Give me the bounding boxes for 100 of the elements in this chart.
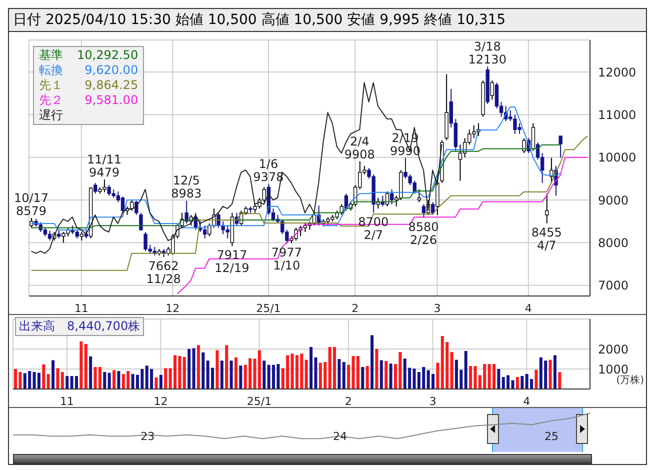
bar	[332, 347, 336, 389]
candlestick	[550, 157, 554, 184]
text: 先１	[39, 78, 63, 93]
x-tick-label: 12	[154, 394, 168, 408]
bar	[112, 370, 116, 389]
bar	[558, 372, 562, 389]
bar	[108, 372, 111, 389]
bar	[304, 360, 308, 389]
bar	[239, 366, 242, 389]
annotation: 出来高 8,440,700株	[15, 317, 144, 336]
bar	[37, 372, 40, 389]
x-tick-label: 25/1	[256, 302, 281, 315]
bar	[216, 350, 219, 389]
bar	[347, 364, 350, 389]
text: 先２	[39, 93, 63, 108]
bar	[511, 380, 514, 389]
annotation: 9,620.00	[84, 63, 138, 78]
bar	[98, 367, 102, 389]
bar	[262, 360, 266, 389]
y-axis-title: (万株)	[616, 374, 644, 387]
bar	[469, 366, 472, 389]
annotation: 9,581.00	[84, 93, 138, 108]
bar	[356, 356, 360, 389]
bar	[117, 371, 120, 389]
candlestick	[390, 188, 394, 205]
x-tick-label: 23	[140, 430, 155, 443]
candlestick	[184, 200, 188, 224]
x-tick-label: 2	[352, 302, 359, 315]
bar	[234, 357, 238, 389]
annotation: 12/5 8983	[171, 174, 202, 201]
bar	[154, 377, 158, 389]
bar	[338, 359, 341, 389]
text: 転換	[39, 63, 63, 78]
bar	[389, 364, 392, 389]
bar	[80, 341, 83, 389]
bar	[84, 344, 88, 389]
bar	[548, 360, 552, 389]
y-tick-label: 7000	[598, 278, 629, 293]
annotation: 8455 4/7	[531, 225, 562, 252]
y-tick-label: 2000	[598, 342, 629, 356]
bar	[380, 360, 383, 389]
bar	[60, 372, 64, 389]
bar	[220, 360, 224, 389]
annotation: 11/11 9479	[86, 152, 122, 180]
x-tick-label: 25	[544, 430, 559, 443]
candlestick	[94, 182, 98, 194]
annotation: 3/18 12130	[468, 39, 506, 66]
bar	[225, 345, 228, 389]
x-tick-label: 12	[166, 302, 180, 315]
x-tick-label: 3	[434, 302, 441, 315]
bar	[497, 369, 500, 389]
bar	[258, 350, 261, 389]
bar	[188, 349, 191, 389]
bar	[66, 376, 69, 389]
candlestick	[134, 200, 138, 216]
y-tick-label: 9000	[598, 193, 629, 208]
annotation: 8580 2/26	[408, 220, 439, 247]
bar	[375, 349, 378, 389]
y-tick-label: 12000	[598, 65, 636, 80]
bar	[196, 345, 200, 389]
bar	[46, 374, 50, 389]
y-tick-label: 1000	[598, 362, 629, 376]
candlestick	[120, 196, 125, 213]
bar	[164, 368, 168, 389]
y-tick-label: 11000	[598, 108, 636, 122]
candlestick	[202, 225, 207, 239]
text: 基準	[39, 48, 63, 63]
bar	[366, 366, 369, 389]
candlestick	[531, 122, 536, 152]
x-tick-label: 25/1	[246, 394, 272, 408]
annotation: 7662 11/28	[146, 259, 181, 286]
bar	[89, 356, 92, 389]
bar	[56, 368, 60, 389]
bar	[450, 352, 454, 389]
bar	[202, 352, 205, 389]
annotation: 2/4 9908	[344, 134, 375, 162]
bar	[370, 335, 374, 389]
chart-title: 日付 2025/04/10 15:30 始値 10,500 高値 10,500 安値 9,995 終値 10,315	[9, 9, 646, 32]
candlestick	[494, 82, 499, 109]
bar	[464, 351, 468, 389]
x-tick-label: 3	[429, 394, 436, 408]
bar	[384, 361, 388, 389]
bar	[230, 360, 233, 389]
bar	[553, 355, 556, 389]
bar	[361, 367, 364, 389]
x-tick-label: 11	[60, 394, 74, 408]
bar	[103, 372, 106, 389]
bar	[534, 370, 538, 389]
bar	[94, 367, 97, 389]
candlestick	[216, 212, 220, 228]
bar	[74, 376, 78, 389]
bar	[520, 376, 524, 389]
bar	[342, 362, 346, 389]
bar	[436, 362, 440, 389]
bar	[52, 360, 55, 389]
y-tick-label: 10000	[598, 150, 636, 165]
bar	[492, 364, 496, 389]
bar	[310, 347, 313, 389]
candlestick	[417, 188, 422, 203]
annotation: 10,292.50	[77, 48, 138, 63]
